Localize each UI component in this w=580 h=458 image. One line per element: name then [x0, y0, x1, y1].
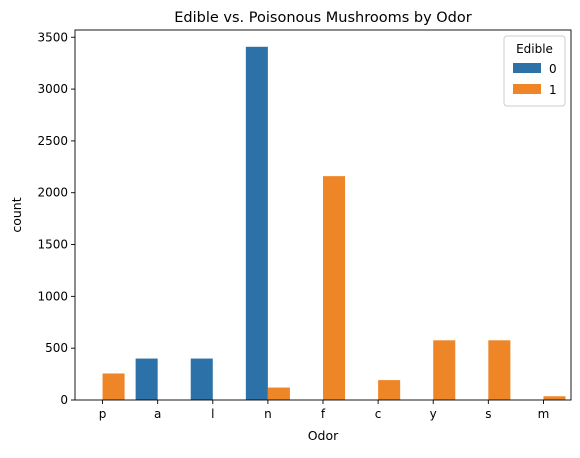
bar-m-series-1: [543, 396, 566, 400]
bars-group: [102, 46, 566, 400]
y-tick-label: 1500: [37, 238, 68, 252]
bar-l-series-0: [190, 358, 213, 400]
legend-swatch-0: [513, 63, 541, 73]
x-tick-label: s: [485, 407, 491, 421]
bar-n-series-1: [267, 387, 290, 400]
bar-y-series-1: [433, 340, 456, 400]
x-axis-label: Odor: [308, 428, 339, 443]
y-tick-label: 0: [60, 393, 68, 407]
y-tick-label: 2500: [37, 134, 68, 148]
legend-swatch-1: [513, 84, 541, 94]
legend-label-0: 0: [549, 62, 557, 76]
legend-label-1: 1: [549, 83, 557, 97]
x-tick-label: l: [211, 407, 214, 421]
x-tick-label: m: [538, 407, 550, 421]
y-axis-label: count: [9, 197, 24, 232]
bar-s-series-1: [488, 340, 511, 400]
legend-title: Edible: [516, 42, 553, 56]
y-axis: 0 500 1000 1500 2000 2500 3000 3500: [37, 30, 75, 407]
x-tick-label: a: [154, 407, 161, 421]
y-tick-label: 500: [45, 341, 68, 355]
x-tick-label: n: [264, 407, 272, 421]
y-tick-label: 3500: [37, 30, 68, 44]
bar-n-series-0: [245, 46, 268, 400]
plot-frame: [74, 29, 572, 401]
y-tick-label: 2000: [37, 186, 68, 200]
y-tick-label: 1000: [37, 289, 68, 303]
x-tick-label: c: [375, 407, 382, 421]
bar-f-series-1: [323, 176, 346, 400]
bar-p-series-1: [102, 373, 125, 400]
chart-title: Edible vs. Poisonous Mushrooms by Odor: [174, 10, 471, 26]
legend: Edible 0 1: [503, 35, 566, 107]
bar-c-series-1: [378, 380, 401, 400]
y-tick-label: 3000: [37, 82, 68, 96]
x-tick-label: p: [99, 407, 107, 421]
x-tick-label: f: [321, 407, 326, 421]
x-tick-label: y: [430, 407, 437, 421]
bar-a-series-0: [135, 358, 158, 400]
